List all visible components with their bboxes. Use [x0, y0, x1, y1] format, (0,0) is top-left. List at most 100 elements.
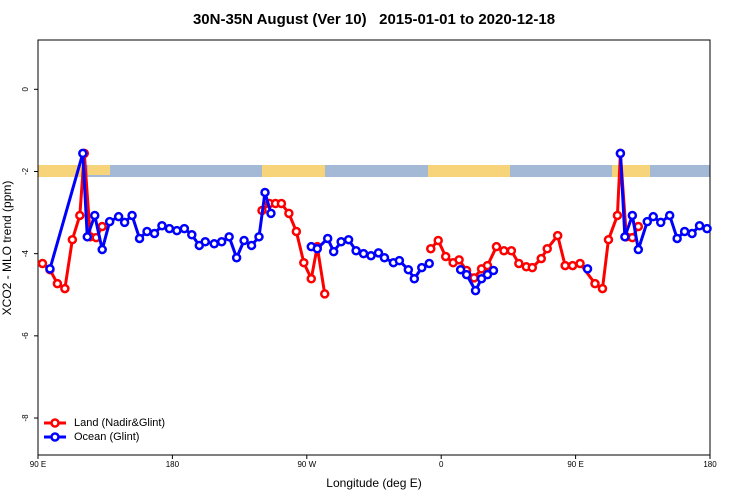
y-tick-label: -6	[21, 332, 30, 340]
point	[216, 236, 227, 247]
point	[231, 253, 242, 263]
point	[200, 236, 211, 247]
legend-marker	[50, 432, 60, 442]
point	[127, 210, 137, 221]
point	[134, 233, 145, 244]
point	[491, 241, 502, 252]
point	[319, 289, 330, 299]
point	[482, 269, 493, 280]
point	[299, 257, 309, 268]
x-tick-label: 180	[703, 460, 717, 469]
point	[672, 233, 682, 244]
point	[648, 211, 659, 222]
point	[454, 255, 464, 265]
point	[425, 243, 436, 254]
point	[276, 198, 287, 209]
y-tick-label: 0	[21, 87, 30, 92]
point	[620, 232, 630, 242]
point	[312, 243, 323, 254]
point	[209, 239, 219, 249]
point	[60, 283, 70, 294]
point	[89, 210, 100, 221]
point	[655, 217, 666, 228]
point	[366, 250, 376, 261]
point	[433, 235, 443, 246]
point	[590, 278, 600, 289]
point	[97, 244, 107, 255]
x-tick-label: 90 E	[567, 460, 583, 469]
point	[514, 258, 524, 269]
y-axis-label: XCO2 - MLO trend (ppm)	[0, 181, 14, 316]
point	[394, 255, 405, 266]
point	[470, 285, 481, 296]
chart-title: 30N-35N August (Ver 10) 2015-01-01 to 20…	[193, 11, 555, 28]
point	[119, 217, 130, 228]
point	[440, 251, 451, 262]
point	[224, 232, 234, 242]
point	[343, 234, 354, 245]
legend-marker	[50, 418, 60, 428]
point	[567, 260, 578, 271]
point	[336, 236, 346, 247]
point	[488, 265, 499, 276]
point	[266, 208, 276, 219]
point	[527, 262, 538, 273]
point	[552, 230, 563, 241]
y-tick-label: -8	[21, 414, 30, 422]
legend-label: Land (Nadir&Glint)	[74, 417, 165, 429]
point	[409, 273, 420, 284]
point	[67, 234, 78, 245]
point	[149, 228, 160, 239]
point	[461, 269, 472, 280]
point	[291, 226, 302, 237]
point	[45, 264, 55, 274]
point	[358, 248, 369, 259]
point	[687, 228, 697, 239]
x-tick-label: 90 W	[297, 460, 316, 469]
point	[664, 210, 675, 221]
point	[499, 246, 509, 256]
point	[52, 278, 63, 289]
point	[679, 226, 690, 237]
point	[37, 258, 48, 269]
point	[536, 253, 547, 264]
point	[506, 246, 517, 256]
point	[379, 253, 390, 263]
point	[633, 244, 644, 255]
point	[142, 226, 152, 237]
plot-frame	[37, 39, 711, 456]
x-tick-label: 180	[166, 460, 180, 469]
point	[417, 262, 427, 273]
point	[455, 264, 466, 275]
point	[597, 283, 608, 294]
point	[328, 246, 339, 257]
point	[627, 210, 638, 221]
land-ocean-strip	[38, 165, 710, 177]
point	[575, 258, 585, 269]
x-tick-label: 90 E	[30, 460, 46, 469]
point	[322, 233, 333, 244]
point	[702, 223, 712, 234]
point	[306, 273, 317, 284]
point	[254, 232, 264, 242]
point	[179, 223, 190, 234]
point	[542, 243, 552, 254]
point	[78, 148, 88, 159]
point	[424, 258, 435, 269]
x-axis-label: Longitude (deg E)	[326, 476, 421, 490]
point	[615, 148, 626, 159]
legend-label: Ocean (Glint)	[74, 431, 139, 443]
point	[239, 235, 249, 246]
point	[582, 264, 593, 274]
point	[694, 220, 705, 231]
point	[82, 232, 93, 242]
point	[560, 260, 570, 271]
point	[104, 216, 115, 227]
point	[113, 211, 124, 222]
point	[260, 187, 270, 198]
point	[612, 210, 623, 221]
point	[476, 273, 487, 284]
point	[164, 223, 175, 234]
point	[284, 208, 294, 219]
